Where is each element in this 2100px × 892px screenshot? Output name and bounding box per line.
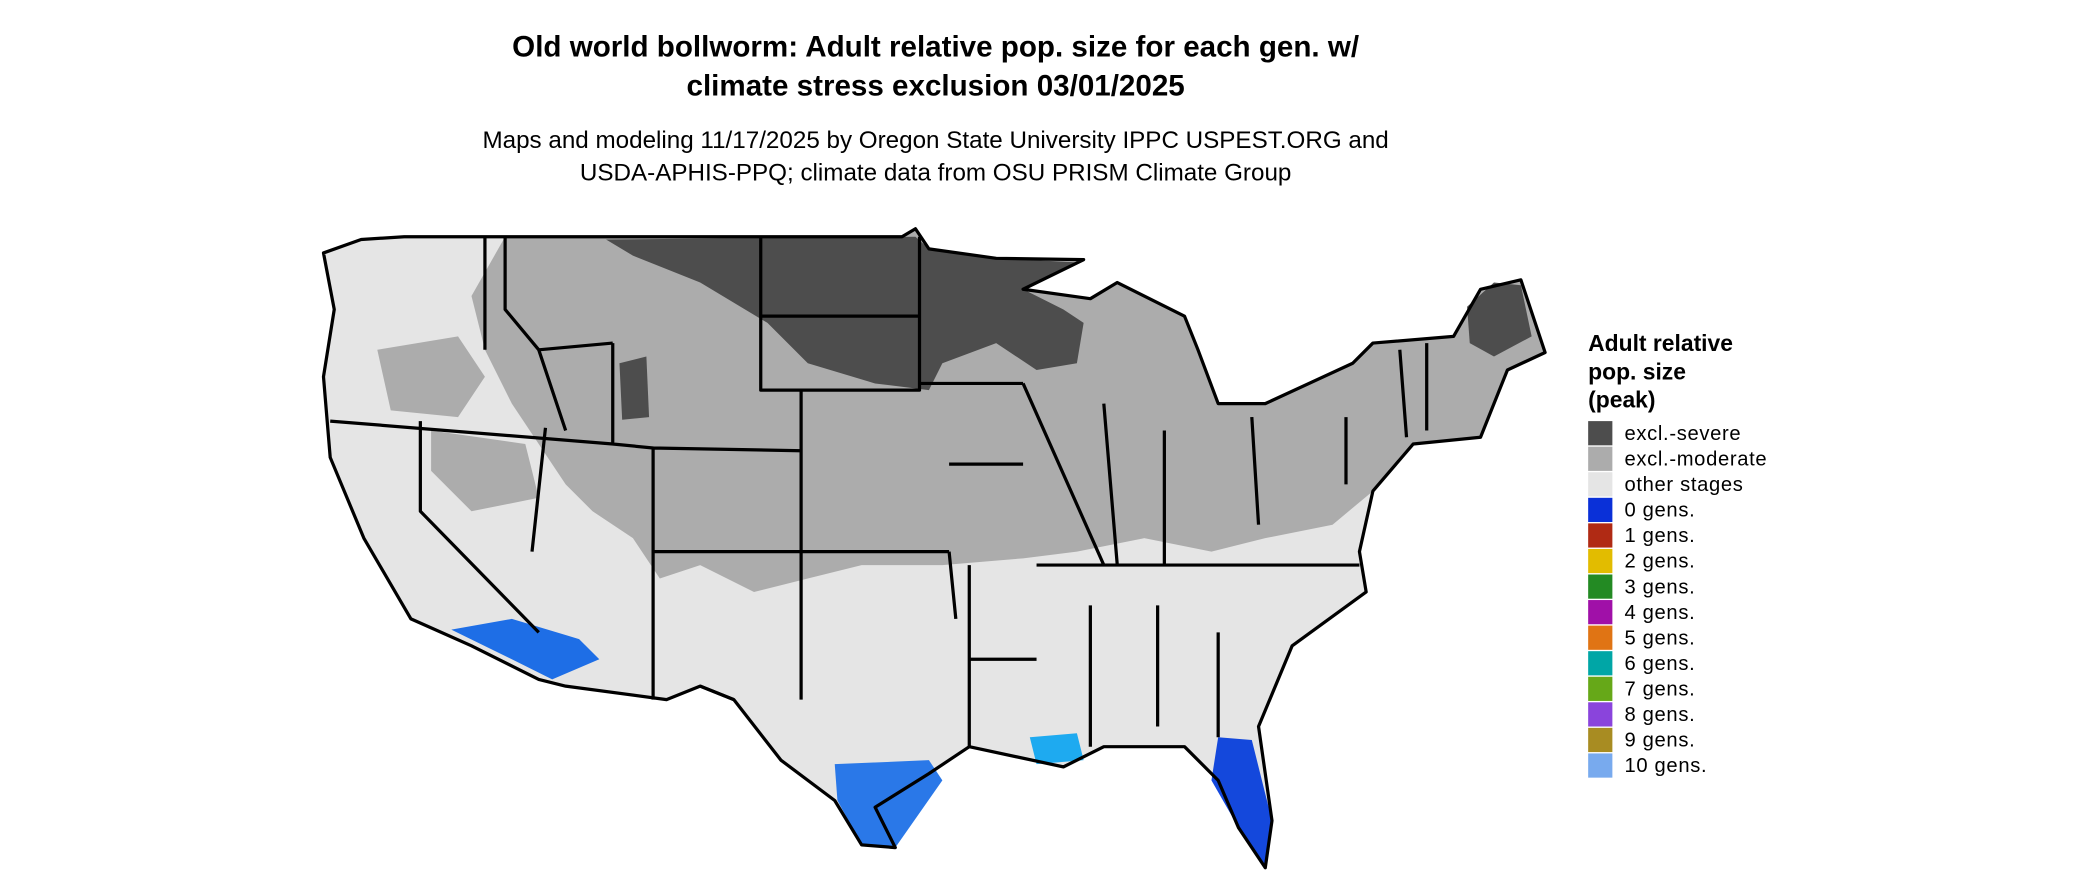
legend-label: 3 gens.: [1624, 576, 1695, 598]
legend-label: 9 gens.: [1624, 730, 1695, 752]
legend-swatch: [1588, 625, 1613, 650]
legend-swatch: [1588, 600, 1613, 625]
us-map: [321, 227, 1547, 870]
legend-swatch: [1588, 446, 1613, 471]
legend-swatch: [1588, 702, 1613, 727]
legend-label: 8 gens.: [1624, 704, 1695, 726]
severe-north: [606, 236, 1084, 391]
subtitle-line: Maps and modeling 11/17/2025 by Oregon S…: [482, 127, 1388, 154]
legend-label: other stages: [1624, 474, 1743, 496]
legend-label: 0 gens.: [1624, 500, 1695, 522]
legend-label: 6 gens.: [1624, 653, 1695, 675]
legend-title: pop. size: [1588, 358, 1686, 384]
legend-label: 10 gens.: [1624, 755, 1707, 777]
moderate-region: [471, 228, 1546, 592]
gens-socal: [451, 618, 600, 680]
legend-swatch: [1588, 548, 1613, 574]
titles: Old world bollworm: Adult relative pop. …: [482, 31, 1388, 187]
subtitle-line: USDA-APHIS-PPQ; climate data from OSU PR…: [580, 159, 1291, 186]
legend-swatch: [1588, 676, 1613, 701]
legend-title: Adult relative: [1588, 330, 1733, 356]
severe-wy: [619, 356, 650, 420]
severe-maine: [1467, 282, 1532, 357]
state-borders: [321, 227, 1547, 870]
legend-swatch: [1588, 727, 1613, 753]
title-line: Old world bollworm: Adult relative pop. …: [512, 31, 1359, 64]
legend-swatch: [1588, 472, 1613, 497]
legend-swatch: [1588, 421, 1613, 446]
legend-label: 4 gens.: [1624, 602, 1695, 624]
legend-swatch: [1588, 651, 1613, 676]
legend-swatch: [1588, 523, 1613, 548]
legend-label: excl.-severe: [1624, 423, 1741, 445]
legend-label: 7 gens.: [1624, 679, 1695, 701]
legend-label: 2 gens.: [1624, 551, 1695, 573]
legend-label: 1 gens.: [1624, 525, 1695, 547]
gens-florida: [1211, 737, 1272, 868]
legend-title: (peak): [1588, 387, 1655, 413]
title-line: climate stress exclusion 03/01/2025: [687, 70, 1185, 103]
legend-swatch: [1588, 497, 1613, 523]
legend-label: excl.-moderate: [1624, 449, 1767, 471]
moderate-west: [377, 336, 539, 512]
legend-swatch: [1588, 753, 1613, 778]
legend-swatch: [1588, 574, 1613, 599]
gens-louisiana: [1029, 733, 1084, 765]
legend-label: 5 gens.: [1624, 627, 1695, 649]
